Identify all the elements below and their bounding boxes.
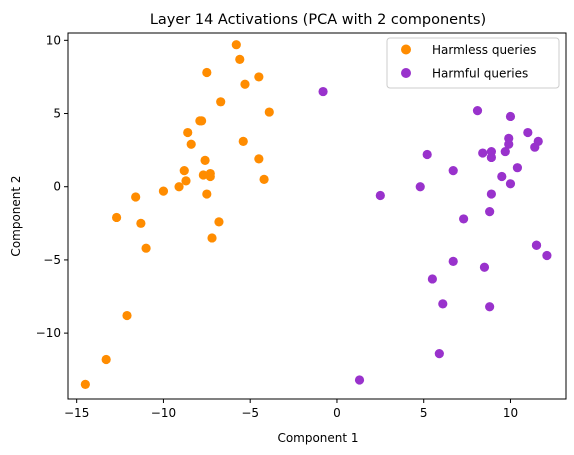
- harmless-point-5: [216, 97, 226, 107]
- legend-marker-harmless: [401, 44, 411, 55]
- harmful-point-18: [375, 190, 385, 201]
- chart-title: Layer 14 Activations (PCA with 2 compone…: [150, 12, 486, 28]
- harmless-point-20: [174, 182, 184, 192]
- harmful-point-2: [505, 111, 516, 122]
- harmful-point-15: [497, 171, 507, 182]
- harmless-point-31: [80, 379, 90, 389]
- harmful-point-19: [486, 189, 496, 199]
- harmful-point-13: [512, 163, 523, 173]
- harmless-point-27: [207, 233, 217, 243]
- legend-label-harmless: Harmless queries: [432, 43, 536, 57]
- harmful-point-17: [415, 182, 425, 192]
- harmful-point-23: [531, 240, 542, 250]
- harmful-point-6: [530, 142, 540, 152]
- harmless-point-13: [200, 155, 210, 165]
- harmless-point-23: [131, 192, 141, 202]
- harmful-point-24: [542, 250, 552, 261]
- harmless-point-0: [231, 40, 241, 50]
- y-tick-label: −5: [43, 253, 61, 267]
- harmful-point-29: [485, 302, 495, 312]
- harmful-point-16: [505, 179, 516, 189]
- harmless-point-29: [122, 310, 132, 321]
- harmless-point-17: [205, 171, 215, 182]
- harmless-point-15: [198, 170, 208, 180]
- y-tick-label: 10: [46, 33, 61, 47]
- x-tick-label: −15: [64, 406, 89, 420]
- legend-marker-harmful: [401, 68, 411, 78]
- harmful-point-14: [448, 166, 458, 176]
- legend: Harmless queries Harmful queries: [386, 37, 560, 89]
- y-axis-ticks: −10 −5 0 5 10: [36, 33, 68, 340]
- harmless-point-21: [158, 186, 169, 196]
- harmless-point-4: [240, 79, 250, 89]
- y-tick-label: 0: [53, 180, 61, 194]
- harmful-point-25: [448, 256, 458, 266]
- plot-frame: [67, 32, 567, 400]
- x-axis-ticks: −15 −10 −5 0 5 10: [64, 399, 518, 420]
- harmless-point-8: [197, 116, 207, 126]
- harmless-point-26: [214, 217, 224, 227]
- harmless-point-25: [136, 218, 146, 228]
- harmless-point-6: [264, 107, 274, 117]
- x-tick-label: 0: [333, 406, 341, 420]
- harmful-point-1: [472, 105, 483, 116]
- harmful-point-9: [500, 146, 510, 157]
- harmful-point-11: [422, 149, 432, 160]
- harmful-point-26: [479, 262, 490, 272]
- harmful-point-12: [486, 152, 496, 163]
- x-tick-label: 10: [503, 406, 518, 420]
- harmful-point-21: [459, 214, 469, 224]
- x-tick-label: −5: [241, 406, 259, 420]
- legend-box: [386, 37, 560, 89]
- harmful-point-28: [438, 299, 448, 309]
- x-axis-label: Component 1: [277, 431, 358, 445]
- harmless-point-2: [202, 67, 212, 78]
- x-tick-label: −10: [151, 406, 176, 420]
- harmless-point-22: [202, 189, 212, 199]
- harmless-point-24: [111, 212, 122, 223]
- harmless-point-28: [141, 243, 151, 253]
- harmless-point-9: [183, 127, 193, 138]
- harmful-point-7: [504, 139, 514, 149]
- harmless-point-3: [254, 72, 264, 82]
- harmful-point-0: [318, 86, 328, 97]
- legend-label-harmful: Harmful queries: [432, 67, 528, 81]
- harmful-point-30: [434, 349, 444, 359]
- harmless-point-10: [186, 139, 196, 149]
- harmless-point-19: [259, 174, 269, 184]
- harmless-point-14: [179, 166, 189, 176]
- points-layer: [80, 40, 552, 389]
- y-tick-label: −10: [36, 326, 61, 340]
- harmful-point-27: [427, 274, 437, 284]
- harmful-point-10: [478, 148, 488, 158]
- harmful-point-31: [354, 375, 365, 385]
- x-tick-label: 5: [420, 406, 428, 420]
- harmless-point-18: [181, 176, 191, 186]
- harmless-point-12: [254, 154, 264, 164]
- harmful-point-3: [523, 127, 533, 138]
- harmless-point-30: [101, 354, 111, 365]
- harmful-point-20: [485, 207, 495, 217]
- y-axis-label: Component 2: [9, 175, 23, 256]
- harmless-point-1: [235, 54, 245, 64]
- y-tick-label: 5: [53, 107, 61, 121]
- harmless-point-11: [238, 136, 248, 146]
